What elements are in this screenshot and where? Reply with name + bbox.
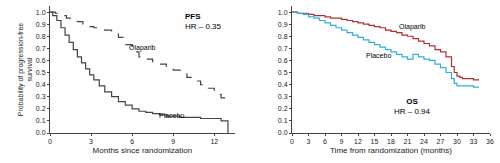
svg-text:0.6: 0.6 — [36, 57, 46, 64]
svg-text:1.0: 1.0 — [36, 9, 46, 16]
svg-text:6: 6 — [323, 138, 327, 145]
svg-text:Probability of progression-fre: Probability of progression-freesurvival — [17, 23, 33, 116]
svg-text:0.7: 0.7 — [278, 45, 288, 52]
svg-text:OSHR – 0.94: OSHR – 0.94 — [394, 97, 431, 116]
svg-text:21: 21 — [404, 138, 412, 145]
svg-text:Months since randomization: Months since randomization — [93, 146, 193, 155]
svg-text:Placebo: Placebo — [159, 112, 184, 119]
svg-text:0.6: 0.6 — [278, 57, 288, 64]
svg-text:0.8: 0.8 — [278, 33, 288, 40]
svg-text:12: 12 — [354, 138, 362, 145]
svg-text:3: 3 — [89, 138, 93, 145]
svg-text:33: 33 — [470, 138, 478, 145]
svg-text:9: 9 — [171, 138, 175, 145]
svg-text:9: 9 — [340, 138, 344, 145]
svg-text:Time from randomization (month: Time from randomization (months) — [330, 146, 452, 155]
svg-text:0.5: 0.5 — [278, 69, 288, 76]
svg-text:0.0: 0.0 — [36, 129, 46, 136]
svg-text:0.4: 0.4 — [278, 81, 288, 88]
svg-text:36: 36 — [486, 138, 494, 145]
svg-text:0.2: 0.2 — [278, 105, 288, 112]
svg-text:0: 0 — [48, 138, 52, 145]
svg-text:3: 3 — [307, 138, 311, 145]
svg-text:0.5: 0.5 — [36, 69, 46, 76]
svg-text:0.4: 0.4 — [36, 81, 46, 88]
svg-text:0.1: 0.1 — [278, 117, 288, 124]
svg-text:15: 15 — [371, 138, 379, 145]
svg-text:18: 18 — [387, 138, 395, 145]
svg-text:0.8: 0.8 — [36, 33, 46, 40]
svg-text:0.3: 0.3 — [36, 93, 46, 100]
svg-text:27: 27 — [437, 138, 445, 145]
svg-text:PFSHR – 0.35: PFSHR – 0.35 — [185, 12, 222, 31]
svg-text:Olaparib: Olaparib — [129, 44, 156, 52]
svg-text:0.2: 0.2 — [36, 105, 46, 112]
svg-text:0.7: 0.7 — [36, 45, 46, 52]
svg-text:Placebo: Placebo — [366, 52, 391, 59]
svg-text:12: 12 — [210, 138, 218, 145]
svg-text:6: 6 — [130, 138, 134, 145]
svg-text:0.9: 0.9 — [278, 21, 288, 28]
svg-text:1.0: 1.0 — [278, 9, 288, 16]
svg-text:30: 30 — [453, 138, 461, 145]
svg-text:0.1: 0.1 — [36, 117, 46, 124]
svg-text:0.3: 0.3 — [278, 93, 288, 100]
svg-text:0: 0 — [290, 138, 294, 145]
svg-text:0.0: 0.0 — [278, 129, 288, 136]
svg-text:24: 24 — [420, 138, 428, 145]
svg-text:0.9: 0.9 — [36, 21, 46, 28]
svg-text:Olaparib: Olaparib — [399, 23, 426, 31]
